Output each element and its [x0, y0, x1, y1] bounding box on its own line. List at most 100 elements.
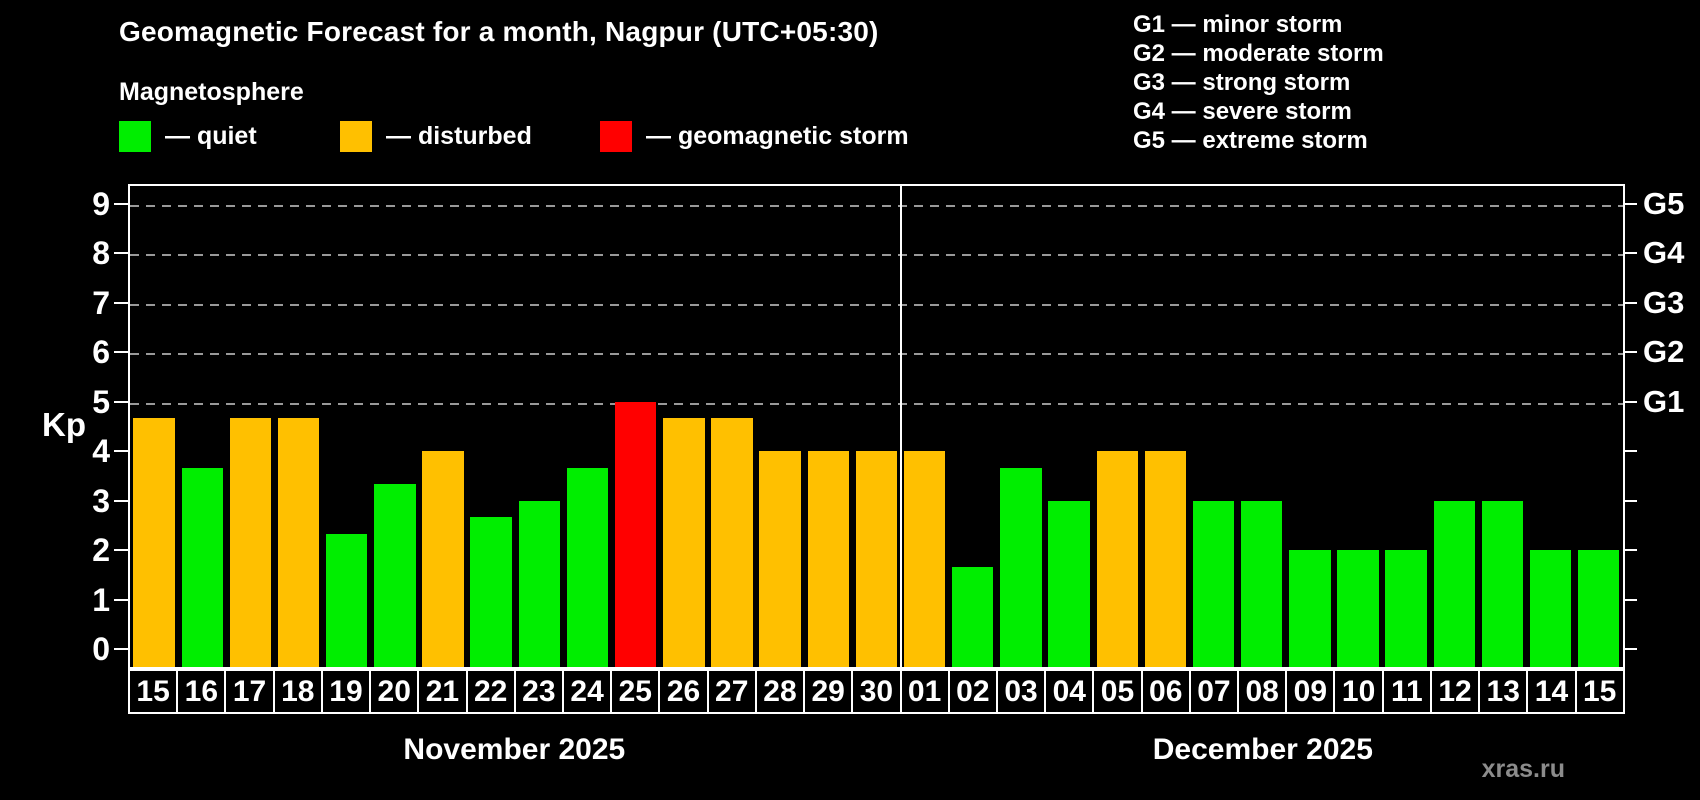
kp-bar-november-20 [374, 484, 416, 667]
left-tick-5 [114, 400, 128, 403]
g-tick-label-G1: G1 [1643, 383, 1685, 419]
gridline-kp8 [130, 254, 1623, 257]
bar-slot-01 [901, 186, 949, 667]
kp-bar-december-01 [903, 451, 946, 667]
y-tick-label-6: 6 [92, 334, 110, 371]
quiet-swatch-icon [119, 121, 151, 152]
day-label-november-30: 30 [851, 669, 902, 714]
chart-title: Geomagnetic Forecast for a month, Nagpur… [119, 16, 879, 47]
bar-slot-08 [1238, 186, 1286, 667]
y-tick-label-3: 3 [92, 482, 110, 519]
g-scale-legend: G1 — minor storm G2 — moderate storm G3 — … [1133, 10, 1384, 155]
bar-slot-05 [1093, 186, 1141, 667]
kp-bar-november-22 [470, 517, 512, 667]
bar-slot-10 [1334, 186, 1382, 667]
kp-bar-november-29 [807, 451, 849, 667]
day-label-november-27: 27 [706, 669, 757, 714]
right-tick-1 [1623, 598, 1637, 601]
storm-swatch-icon [600, 121, 632, 152]
bar-slot-04 [1045, 186, 1093, 667]
g-legend-line: G1 — minor storm [1133, 11, 1343, 38]
x-axis-month-labels: November 2025 December 2025 [128, 733, 1625, 767]
day-label-november-26: 26 [658, 669, 709, 714]
bar-slot-27 [708, 186, 756, 667]
kp-bar-november-16 [181, 467, 223, 667]
kp-bar-december-05 [1096, 451, 1138, 667]
bar-slot-17 [226, 186, 274, 667]
kp-bar-december-12 [1433, 500, 1475, 667]
kp-bar-december-07 [1192, 500, 1235, 667]
day-label-november-22: 22 [465, 669, 516, 714]
y-tick-label-0: 0 [92, 631, 110, 668]
left-tick-0 [114, 648, 128, 651]
right-tick-4 [1623, 450, 1637, 453]
day-label-december-08: 08 [1237, 669, 1288, 714]
bar-slot-28 [756, 186, 804, 667]
bar-slot-19 [323, 186, 371, 667]
bar-slot-09 [1286, 186, 1334, 667]
legend-disturbed-label: — disturbed [386, 122, 532, 150]
kp-bar-december-06 [1144, 451, 1187, 667]
kp-bar-november-26 [663, 418, 705, 667]
right-tick-8 [1623, 252, 1637, 255]
legend-storm-label: — geomagnetic storm [646, 122, 909, 150]
kp-bar-december-11 [1385, 550, 1427, 667]
legend-item-storm: — geomagnetic storm [600, 121, 909, 152]
day-label-december-14: 14 [1526, 669, 1577, 714]
day-label-december-02: 02 [947, 669, 998, 714]
day-label-november-19: 19 [320, 669, 372, 714]
bar-slot-15 [1575, 186, 1623, 667]
left-tick-1 [114, 598, 128, 601]
day-label-november-23: 23 [513, 669, 564, 714]
y-tick-label-8: 8 [92, 235, 110, 272]
kp-bar-december-02 [952, 566, 994, 667]
bar-slot-02 [949, 186, 997, 667]
kp-bar-november-23 [518, 500, 561, 667]
day-label-november-20: 20 [369, 669, 420, 714]
bar-slot-07 [1189, 186, 1237, 667]
legend-item-quiet: — quiet [119, 121, 257, 152]
left-tick-2 [114, 549, 128, 552]
day-label-december-07: 07 [1188, 669, 1240, 714]
left-tick-6 [114, 351, 128, 354]
g-legend-line: G2 — moderate storm [1133, 40, 1384, 67]
day-label-november-21: 21 [417, 669, 468, 714]
legend-quiet-label: — quiet [165, 122, 257, 150]
day-label-december-12: 12 [1429, 669, 1481, 714]
g-tick-label-G4: G4 [1643, 235, 1685, 271]
right-tick-9 [1623, 202, 1637, 205]
kp-bar-november-27 [711, 418, 753, 667]
bar-slot-21 [419, 186, 467, 667]
day-label-december-05: 05 [1092, 669, 1143, 714]
right-tick-6 [1623, 351, 1637, 354]
bar-slot-24 [563, 186, 611, 667]
bar-slot-25 [612, 186, 660, 667]
kp-bar-december-08 [1240, 500, 1283, 667]
g-tick-label-G2: G2 [1643, 334, 1685, 370]
day-label-november-18: 18 [272, 669, 323, 714]
bar-slot-06 [1141, 186, 1189, 667]
y-tick-label-7: 7 [92, 284, 110, 321]
right-tick-5 [1623, 400, 1637, 403]
g-tick-label-G3: G3 [1643, 284, 1685, 320]
left-tick-8 [114, 252, 128, 255]
day-label-december-04: 04 [1044, 669, 1095, 714]
g-legend-line: G5 — extreme storm [1133, 127, 1368, 154]
kp-bar-november-25 [614, 401, 657, 667]
day-label-december-06: 06 [1140, 669, 1191, 714]
kp-bar-december-09 [1289, 550, 1331, 667]
day-label-december-01: 01 [899, 669, 950, 714]
bar-slot-30 [852, 186, 900, 667]
day-label-november-28: 28 [754, 669, 806, 714]
day-label-december-10: 10 [1333, 669, 1384, 714]
bar-slot-16 [178, 186, 226, 667]
day-label-november-29: 29 [803, 669, 854, 714]
left-tick-4 [114, 450, 128, 453]
day-label-november-25: 25 [610, 669, 661, 714]
gridline-kp6 [130, 353, 1623, 356]
day-label-december-03: 03 [995, 669, 1047, 714]
day-label-november-16: 16 [176, 669, 227, 714]
plot-area [128, 184, 1625, 669]
y-tick-label-4: 4 [92, 433, 110, 470]
kp-bar-december-10 [1337, 550, 1379, 667]
